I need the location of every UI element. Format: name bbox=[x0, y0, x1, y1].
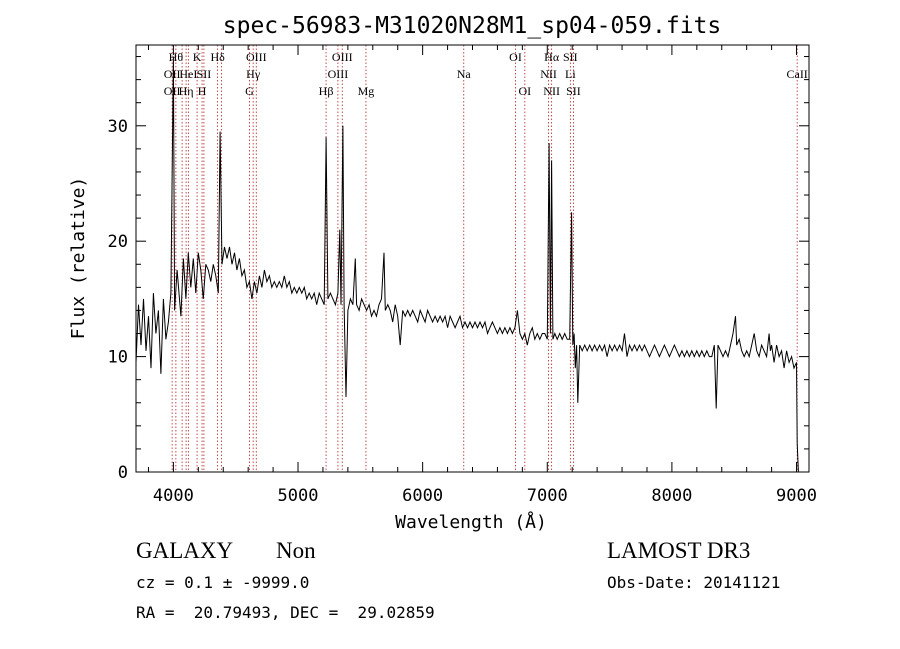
line-label: SII bbox=[197, 67, 212, 81]
line-label: H bbox=[198, 84, 207, 98]
plot-frame bbox=[135, 44, 810, 473]
object-class: GALAXY bbox=[136, 538, 234, 563]
line-label: Hθ bbox=[169, 50, 184, 64]
x-tick-label: 7000 bbox=[527, 486, 568, 506]
line-label: SII bbox=[566, 84, 581, 98]
x-tick-label: 8000 bbox=[651, 486, 692, 506]
line-label: K bbox=[193, 50, 202, 64]
survey-name: LAMOST DR3 bbox=[607, 538, 751, 563]
line-label: NII bbox=[543, 84, 560, 98]
spectrum-trace bbox=[135, 56, 799, 473]
chart-title: spec-56983-M31020N28M1_sp04-059.fits bbox=[223, 13, 722, 39]
y-axis-ticks: 0 10 20 30 bbox=[108, 56, 809, 483]
line-label: Na bbox=[457, 67, 472, 81]
object-subclass: Non bbox=[276, 538, 316, 563]
x-tick-label: 5000 bbox=[278, 486, 319, 506]
line-label: OII bbox=[164, 67, 181, 81]
y-tick-label: 10 bbox=[108, 348, 128, 368]
emission-line-markers bbox=[171, 45, 798, 472]
x-tick-label: 6000 bbox=[402, 486, 443, 506]
line-label: OI bbox=[519, 84, 532, 98]
line-label: Hβ bbox=[319, 84, 334, 98]
y-tick-label: 0 bbox=[118, 463, 128, 483]
line-label: CaII bbox=[786, 67, 807, 81]
line-label: OIII bbox=[332, 50, 353, 64]
x-tick-label: 9000 bbox=[776, 486, 817, 506]
line-label: OII bbox=[164, 84, 181, 98]
line-label: Mg bbox=[358, 84, 375, 98]
redshift-cz: cz = 0.1 ± -9999.0 bbox=[136, 573, 310, 592]
line-label: HeI bbox=[179, 67, 197, 81]
line-label: G bbox=[245, 84, 254, 98]
line-label: Hγ bbox=[246, 67, 261, 81]
y-axis-label: Flux (relative) bbox=[68, 177, 89, 340]
line-label: OI bbox=[509, 50, 522, 64]
y-tick-label: 30 bbox=[108, 117, 128, 137]
ra-dec-coordinates: RA = 20.79493, DEC = 29.02859 bbox=[136, 603, 435, 622]
line-label: OIII bbox=[328, 67, 349, 81]
x-axis-ticks: 4000 5000 6000 7000 8000 9000 bbox=[147, 45, 817, 506]
x-axis-label: Wavelength (Å) bbox=[395, 511, 547, 533]
line-label: Li bbox=[565, 67, 576, 81]
emission-line-labels: OII OII Hθ Hη HeI K H SII Hδ G Hγ OIII Hβ OIII OIII Mg N… bbox=[164, 50, 808, 98]
line-label: Hα bbox=[544, 50, 560, 64]
line-label: OIII bbox=[246, 50, 267, 64]
line-label: NII bbox=[540, 67, 557, 81]
x-tick-label: 4000 bbox=[153, 486, 194, 506]
observation-date: Obs-Date: 20141121 bbox=[607, 573, 781, 592]
line-label: SII bbox=[563, 50, 578, 64]
y-tick-label: 20 bbox=[108, 232, 128, 252]
line-label: Hδ bbox=[210, 50, 225, 64]
line-label: Hη bbox=[179, 84, 194, 98]
